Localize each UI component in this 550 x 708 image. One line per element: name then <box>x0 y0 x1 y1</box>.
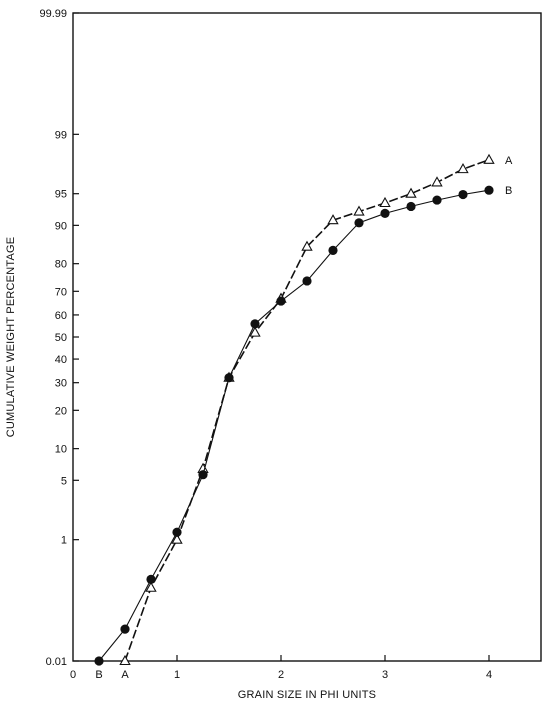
data-point <box>328 245 338 255</box>
x-tick-label: A <box>121 669 129 681</box>
y-tick-label: 10 <box>55 444 67 456</box>
x-tick-label: 4 <box>486 669 492 681</box>
data-point <box>146 574 156 584</box>
x-tick-label: 3 <box>382 669 388 681</box>
series-layer: AB <box>94 153 513 666</box>
data-point <box>458 189 468 200</box>
data-point <box>354 218 364 228</box>
y-tick-label: 20 <box>55 405 67 417</box>
y-axis-ticks: 0.01 1 5 10 20 30 40 50 60 70 80 90 95 99 99.99 <box>39 8 79 668</box>
data-point <box>483 153 495 164</box>
y-tick-label: 90 <box>55 220 67 232</box>
x-axis-ticks: 0 B A 1 2 3 4 <box>70 655 492 681</box>
x-tick-label: B <box>95 669 102 681</box>
series-b: B <box>94 185 512 666</box>
y-tick-label: 95 <box>55 189 67 201</box>
series-a: A <box>119 153 513 666</box>
data-point <box>249 326 261 337</box>
series-end-label: B <box>505 185 512 197</box>
data-point <box>406 201 416 212</box>
data-point <box>432 195 442 205</box>
data-point <box>301 240 313 251</box>
y-tick-label: 5 <box>61 475 67 487</box>
y-tick-label: 40 <box>55 354 67 366</box>
data-point <box>172 527 182 537</box>
data-point <box>145 581 157 592</box>
data-point <box>276 296 286 306</box>
y-tick-label: 70 <box>55 286 67 298</box>
data-point <box>250 319 260 329</box>
data-point <box>224 373 234 383</box>
data-point <box>431 176 443 187</box>
data-point <box>119 654 131 666</box>
data-point <box>302 276 312 286</box>
data-point <box>171 533 183 544</box>
y-tick-label: 1 <box>61 535 67 547</box>
plot-frame <box>72 12 542 662</box>
data-point <box>327 214 339 225</box>
data-point <box>94 656 104 666</box>
series-end-label: A <box>505 155 513 167</box>
data-point <box>405 187 417 198</box>
x-tick-label: 2 <box>278 669 284 681</box>
y-tick-label: 50 <box>55 332 67 344</box>
data-point <box>379 196 391 208</box>
data-point <box>484 185 494 195</box>
y-tick-label: 99 <box>55 129 67 141</box>
y-tick-label: 60 <box>55 310 67 322</box>
data-point <box>353 205 365 216</box>
x-axis-title: GRAIN SIZE IN PHI UNITS <box>238 689 376 701</box>
data-point <box>198 470 208 480</box>
y-tick-label: 99.99 <box>39 8 67 20</box>
x-tick-label: 0 <box>70 669 76 681</box>
series-line-b <box>98 189 490 662</box>
y-axis-title: CUMULATIVE WEIGHT PERCENTAGE <box>5 237 17 438</box>
data-point <box>380 208 390 219</box>
data-point <box>457 163 469 174</box>
y-tick-label: 0.01 <box>46 656 67 668</box>
series-line-a <box>124 159 490 662</box>
y-tick-label: 30 <box>55 378 67 390</box>
x-tick-label: 1 <box>174 669 180 681</box>
y-tick-label: 80 <box>55 259 67 271</box>
data-point <box>120 624 130 634</box>
